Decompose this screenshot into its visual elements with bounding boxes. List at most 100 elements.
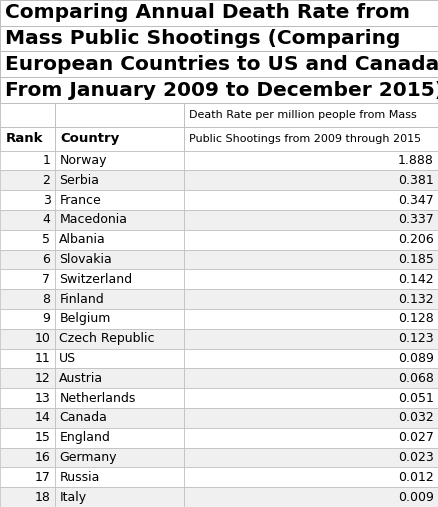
Bar bbox=[184, 170, 438, 190]
Bar bbox=[0, 77, 438, 103]
Text: 3: 3 bbox=[42, 194, 50, 206]
Bar bbox=[55, 388, 184, 408]
Text: Mass Public Shootings (Comparing: Mass Public Shootings (Comparing bbox=[5, 29, 400, 48]
Bar bbox=[184, 249, 438, 269]
Text: 0.032: 0.032 bbox=[397, 411, 433, 424]
Text: European Countries to US and Canada: European Countries to US and Canada bbox=[5, 55, 438, 74]
Text: 0.068: 0.068 bbox=[397, 372, 433, 385]
Bar bbox=[0, 289, 55, 309]
Bar bbox=[0, 369, 55, 388]
Text: 2: 2 bbox=[42, 174, 50, 187]
Text: 0.089: 0.089 bbox=[397, 352, 433, 365]
Bar bbox=[55, 249, 184, 269]
Bar bbox=[0, 127, 55, 151]
Text: Public Shootings from 2009 through 2015: Public Shootings from 2009 through 2015 bbox=[188, 134, 420, 143]
Text: Belgium: Belgium bbox=[59, 312, 110, 325]
Bar bbox=[184, 190, 438, 210]
Bar bbox=[0, 349, 55, 369]
Bar bbox=[55, 230, 184, 249]
Text: Russia: Russia bbox=[59, 471, 99, 484]
Text: Rank: Rank bbox=[5, 132, 42, 145]
Bar bbox=[55, 408, 184, 428]
Bar bbox=[0, 26, 438, 52]
Text: Austria: Austria bbox=[59, 372, 103, 385]
Text: Slovakia: Slovakia bbox=[59, 253, 112, 266]
Text: Czech Republic: Czech Republic bbox=[59, 332, 155, 345]
Text: 7: 7 bbox=[42, 273, 50, 286]
Text: 8: 8 bbox=[42, 293, 50, 306]
Text: 0.012: 0.012 bbox=[397, 471, 433, 484]
Text: 0.027: 0.027 bbox=[397, 431, 433, 444]
Bar bbox=[55, 289, 184, 309]
Bar bbox=[184, 408, 438, 428]
Bar bbox=[184, 289, 438, 309]
Text: Germany: Germany bbox=[59, 451, 117, 464]
Text: 0.142: 0.142 bbox=[397, 273, 433, 286]
Bar bbox=[184, 309, 438, 329]
Text: 1.888: 1.888 bbox=[397, 154, 433, 167]
Bar bbox=[184, 467, 438, 487]
Text: Norway: Norway bbox=[59, 154, 106, 167]
Bar bbox=[55, 467, 184, 487]
Bar bbox=[55, 349, 184, 369]
Bar bbox=[55, 487, 184, 507]
Bar bbox=[0, 230, 55, 249]
Bar bbox=[184, 151, 438, 170]
Text: 18: 18 bbox=[35, 491, 50, 503]
Bar bbox=[0, 448, 55, 467]
Bar bbox=[184, 487, 438, 507]
Text: 1: 1 bbox=[42, 154, 50, 167]
Text: 0.132: 0.132 bbox=[397, 293, 433, 306]
Bar bbox=[0, 0, 438, 26]
Text: Canada: Canada bbox=[59, 411, 107, 424]
Bar bbox=[184, 210, 438, 230]
Bar bbox=[184, 329, 438, 349]
Text: England: England bbox=[59, 431, 110, 444]
Text: Finland: Finland bbox=[59, 293, 104, 306]
Bar bbox=[184, 369, 438, 388]
Bar bbox=[184, 448, 438, 467]
Bar bbox=[0, 103, 55, 127]
Bar bbox=[55, 329, 184, 349]
Text: 15: 15 bbox=[35, 431, 50, 444]
Text: France: France bbox=[59, 194, 101, 206]
Bar bbox=[0, 52, 438, 77]
Text: 0.128: 0.128 bbox=[397, 312, 433, 325]
Text: 11: 11 bbox=[35, 352, 50, 365]
Bar bbox=[55, 309, 184, 329]
Bar bbox=[0, 151, 55, 170]
Text: 0.023: 0.023 bbox=[397, 451, 433, 464]
Text: 0.206: 0.206 bbox=[397, 233, 433, 246]
Bar bbox=[0, 210, 55, 230]
Bar bbox=[0, 487, 55, 507]
Text: Switzerland: Switzerland bbox=[59, 273, 132, 286]
Text: 16: 16 bbox=[35, 451, 50, 464]
Text: 5: 5 bbox=[42, 233, 50, 246]
Bar bbox=[55, 210, 184, 230]
Bar bbox=[0, 170, 55, 190]
Text: 0.381: 0.381 bbox=[397, 174, 433, 187]
Text: 0.337: 0.337 bbox=[397, 213, 433, 226]
Bar bbox=[55, 428, 184, 448]
Bar bbox=[0, 388, 55, 408]
Text: 0.123: 0.123 bbox=[397, 332, 433, 345]
Text: 10: 10 bbox=[35, 332, 50, 345]
Text: 12: 12 bbox=[35, 372, 50, 385]
Bar bbox=[184, 388, 438, 408]
Bar bbox=[0, 428, 55, 448]
Bar bbox=[55, 127, 184, 151]
Bar bbox=[55, 190, 184, 210]
Bar bbox=[0, 249, 55, 269]
Text: 0.347: 0.347 bbox=[397, 194, 433, 206]
Text: Comparing Annual Death Rate from: Comparing Annual Death Rate from bbox=[5, 4, 410, 22]
Bar bbox=[0, 190, 55, 210]
Text: 6: 6 bbox=[42, 253, 50, 266]
Bar bbox=[0, 467, 55, 487]
Bar bbox=[55, 151, 184, 170]
Bar bbox=[0, 408, 55, 428]
Text: 4: 4 bbox=[42, 213, 50, 226]
Bar bbox=[55, 269, 184, 289]
Bar bbox=[184, 230, 438, 249]
Bar bbox=[55, 103, 184, 127]
Text: 0.185: 0.185 bbox=[397, 253, 433, 266]
